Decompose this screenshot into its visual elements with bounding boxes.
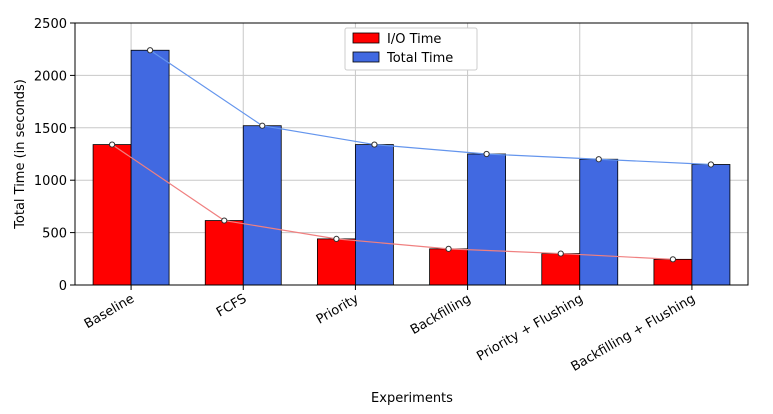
- bar-total-time: [467, 153, 506, 286]
- trend-point: [146, 47, 154, 54]
- y-axis-title: Total Time (in seconds): [13, 79, 28, 230]
- bar-total-time: [130, 49, 170, 286]
- trend-line-total-time: [149, 49, 711, 166]
- legend-label-io-time: I/O Time: [387, 32, 441, 47]
- bar-io-time: [92, 144, 132, 286]
- x-tick-label: Baseline: [82, 291, 137, 332]
- trend-point: [371, 141, 378, 148]
- trend-point: [221, 217, 228, 224]
- bar-io-time: [204, 220, 244, 286]
- y-tick-label: 500: [42, 227, 67, 242]
- trend-point: [669, 256, 677, 263]
- bar-total-time: [579, 158, 619, 286]
- trend-point: [557, 250, 564, 257]
- bar-total-time: [242, 125, 282, 286]
- bar-io-time: [429, 248, 468, 286]
- trend-point: [259, 122, 266, 129]
- x-axis-ticks: Baseline FCFS Priority Backfilling Priority …: [82, 285, 698, 375]
- trend-point: [333, 235, 340, 242]
- y-tick-label: 1000: [34, 174, 67, 189]
- trend-point: [483, 150, 490, 158]
- x-tick-label: Backfilling: [408, 291, 474, 338]
- trend-line-io-time: [111, 144, 673, 260]
- plot-frame: [74, 22, 749, 286]
- trend-lines: [108, 47, 715, 263]
- bar-io-time: [653, 258, 693, 286]
- x-tick-label: Priority + Flushing: [474, 291, 585, 364]
- bar-io-time: [541, 253, 581, 286]
- y-axis-ticks: 0 500 1000 1500 2000 2500: [34, 17, 75, 294]
- bar-total-time: [691, 164, 731, 286]
- legend-swatch-total-time: [352, 51, 380, 63]
- trend-point: [445, 245, 452, 252]
- x-tick-label: Priority: [314, 291, 362, 327]
- trend-point: [707, 161, 715, 168]
- trend-point: [108, 141, 116, 148]
- trend-point: [595, 156, 602, 163]
- bars: [92, 49, 731, 286]
- x-axis-title: Experiments: [371, 391, 453, 406]
- y-tick-label: 0: [59, 279, 67, 294]
- legend-swatch-io-time: [352, 32, 380, 44]
- x-tick-label: FCFS: [214, 291, 249, 320]
- legend: I/O Time Total Time: [344, 27, 478, 71]
- y-tick-label: 1500: [34, 122, 67, 137]
- bar-total-time: [355, 144, 394, 286]
- y-tick-label: 2000: [34, 69, 67, 84]
- x-tick-label: Backfilling + Flushing: [569, 291, 698, 374]
- bar-io-time: [317, 238, 356, 286]
- y-tick-label: 2500: [34, 17, 67, 32]
- legend-label-total-time: Total Time: [386, 51, 453, 66]
